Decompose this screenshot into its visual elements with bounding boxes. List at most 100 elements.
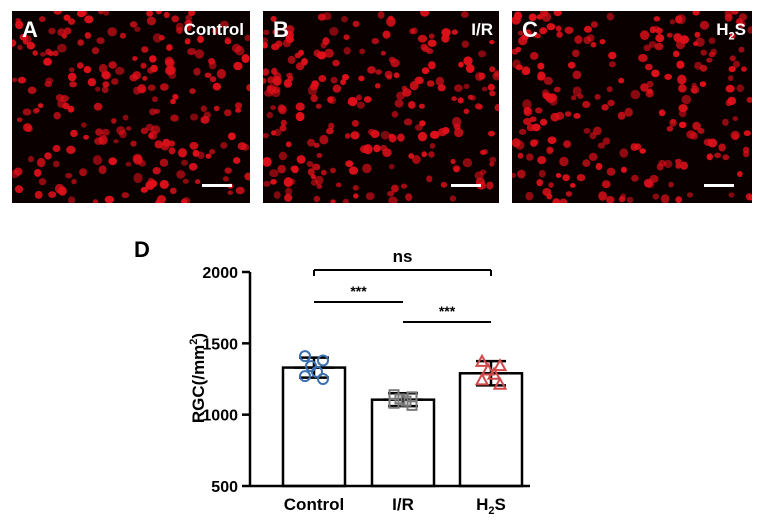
cell-nucleus — [263, 133, 269, 139]
panel-label-h2s: H2S — [716, 20, 746, 42]
cell-nucleus — [155, 199, 161, 203]
cell-nucleus — [660, 194, 670, 203]
cell-nucleus — [63, 27, 72, 35]
cell-nucleus — [48, 27, 56, 35]
scale-bar-c — [704, 184, 734, 187]
cell-nucleus — [213, 105, 220, 112]
cell-nucleus — [572, 70, 582, 80]
cell-nucleus — [220, 142, 228, 149]
cell-nucleus — [220, 20, 229, 28]
data-point-square — [406, 399, 418, 411]
cell-nucleus — [200, 105, 207, 112]
data-point-triangle — [486, 366, 502, 380]
panel-letter-d: D — [134, 237, 150, 262]
cell-nucleus — [272, 29, 279, 35]
cell-nucleus — [285, 187, 293, 196]
y-tick-label: 2000 — [202, 265, 238, 282]
cell-nucleus — [101, 86, 109, 94]
cell-nucleus — [306, 160, 314, 168]
cell-nucleus — [342, 74, 349, 81]
cell-nucleus — [411, 27, 418, 35]
cell-nucleus — [582, 100, 591, 109]
cell-nucleus — [155, 11, 163, 15]
cell-nucleus — [224, 109, 232, 117]
cell-nucleus — [562, 174, 570, 182]
cell-nucleus — [531, 31, 539, 38]
cell-nucleus — [133, 172, 143, 184]
cell-nucleus — [52, 144, 61, 153]
cell-nucleus — [307, 85, 318, 96]
cell-nucleus — [429, 143, 436, 149]
cell-nucleus — [148, 130, 158, 140]
cell-nucleus — [160, 83, 169, 91]
cell-nucleus — [286, 72, 293, 79]
cell-nucleus — [391, 184, 399, 193]
cell-nucleus — [44, 152, 52, 160]
cell-nucleus — [71, 179, 77, 185]
cell-nucleus — [707, 138, 718, 148]
cell-nucleus — [732, 133, 739, 140]
cell-nucleus — [312, 163, 321, 171]
cell-nucleus — [15, 18, 21, 23]
cell-nucleus — [380, 50, 386, 56]
cell-nucleus — [538, 169, 546, 178]
cell-nucleus — [463, 56, 473, 66]
cell-nucleus — [94, 137, 104, 145]
cell-nucleus — [295, 102, 305, 111]
cell-nucleus — [513, 11, 523, 21]
cell-nucleus — [489, 156, 497, 163]
cell-nucleus — [408, 153, 415, 159]
cell-nucleus — [524, 69, 531, 75]
cell-nucleus — [149, 55, 157, 63]
panel-label-h2s-sub: 2 — [728, 30, 735, 43]
cell-field-c — [512, 11, 752, 203]
cell-nucleus — [737, 20, 746, 29]
cell-nucleus — [182, 197, 191, 203]
cell-nucleus — [48, 191, 57, 198]
cell-nucleus — [678, 84, 687, 93]
cell-nucleus — [164, 56, 174, 66]
cell-nucleus — [675, 196, 682, 203]
cell-nucleus — [546, 146, 554, 155]
panel-label-control: Control — [183, 20, 244, 39]
cell-nucleus — [322, 12, 332, 21]
cell-nucleus — [461, 40, 469, 48]
cell-nucleus — [620, 166, 627, 173]
cell-nucleus — [263, 77, 267, 84]
cell-nucleus — [45, 77, 54, 84]
cell-nucleus — [58, 186, 67, 196]
cell-nucleus — [111, 118, 117, 124]
cell-nucleus — [421, 67, 430, 75]
cell-nucleus — [567, 61, 576, 69]
cell-nucleus — [267, 76, 275, 84]
cell-nucleus — [108, 157, 117, 166]
cell-nucleus — [91, 47, 100, 55]
cell-nucleus — [132, 153, 143, 163]
cell-nucleus — [283, 79, 292, 88]
cell-nucleus — [172, 93, 179, 99]
cell-nucleus — [310, 94, 318, 103]
cell-nucleus — [235, 45, 245, 56]
cell-nucleus — [192, 149, 200, 157]
cell-nucleus — [535, 107, 543, 114]
cell-nucleus — [414, 124, 423, 131]
cell-nucleus — [83, 66, 92, 74]
cell-nucleus — [728, 66, 736, 73]
cell-nucleus — [313, 195, 321, 203]
cell-nucleus — [263, 29, 270, 35]
cell-nucleus — [63, 14, 71, 21]
cell-nucleus — [388, 15, 394, 21]
cell-nucleus — [341, 15, 348, 23]
significance-bracket: *** — [314, 283, 403, 303]
cell-nucleus — [583, 128, 591, 134]
cell-nucleus — [343, 34, 350, 40]
cell-nucleus — [208, 58, 216, 65]
cell-nucleus — [601, 104, 609, 111]
panel-label-ir: I/R — [471, 20, 493, 39]
cell-nucleus — [651, 69, 660, 78]
cell-nucleus — [559, 156, 569, 167]
scale-bar-a — [202, 184, 232, 187]
cell-nucleus — [602, 137, 611, 145]
cell-nucleus — [57, 43, 67, 53]
cell-nucleus — [452, 116, 462, 128]
